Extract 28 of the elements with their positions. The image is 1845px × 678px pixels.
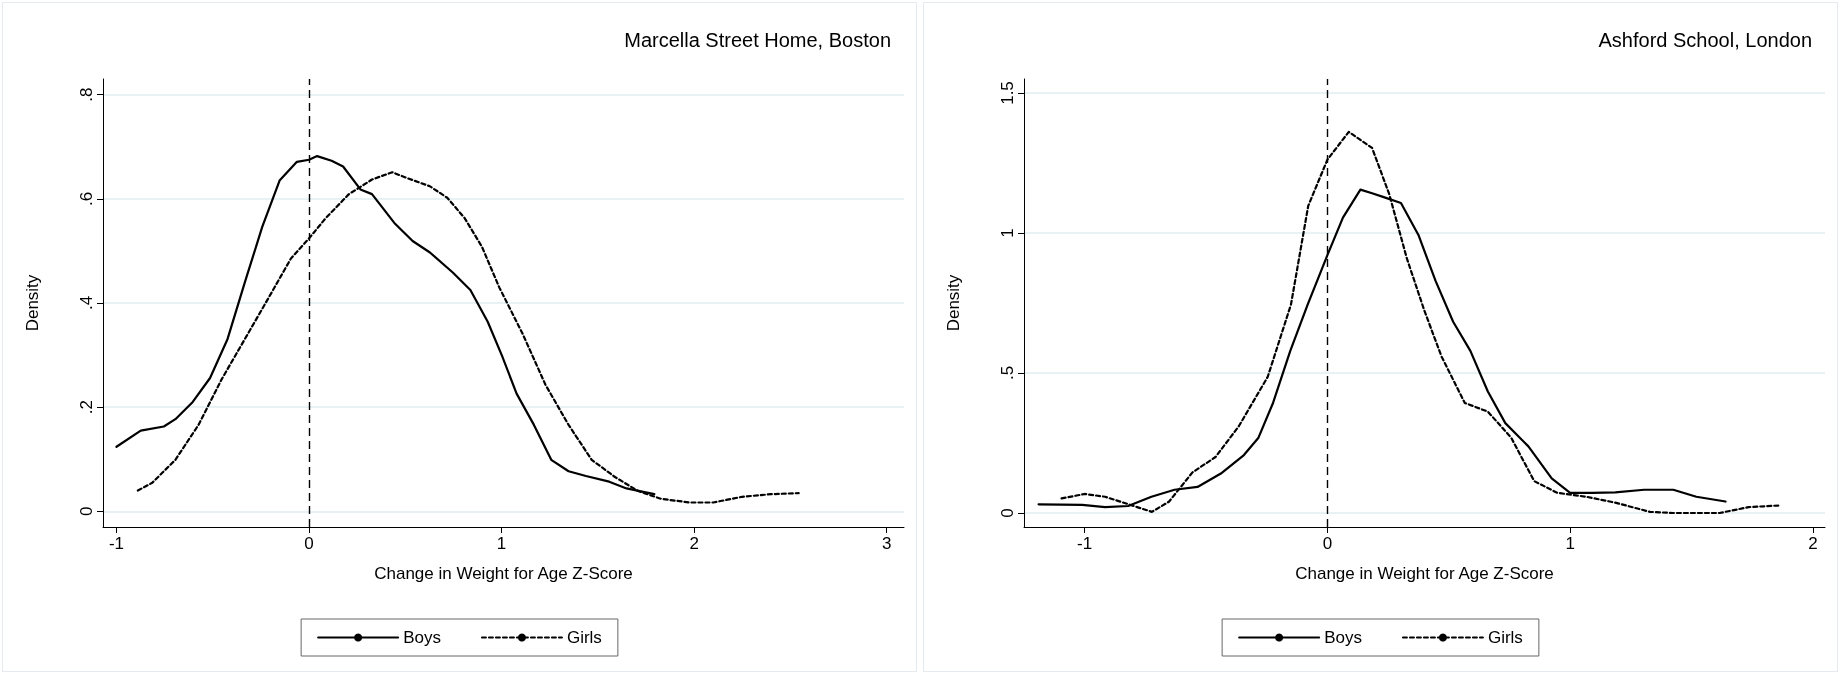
x-tick-label: 3 xyxy=(881,534,892,553)
x-tick-label: 1 xyxy=(496,534,507,553)
legend-label: Boys xyxy=(403,628,441,647)
x-tick-label: -1 xyxy=(1077,534,1093,553)
x-tick-label: -1 xyxy=(108,534,125,553)
legend-label: Girls xyxy=(1487,628,1523,647)
y-tick-label: .5 xyxy=(998,365,1017,381)
x-axis-title: Change in Weight for Age Z-Score xyxy=(374,564,633,583)
x-tick-label: 1 xyxy=(1565,534,1575,553)
y-axis-title: Density xyxy=(944,274,963,332)
chart-title: Marcella Street Home, Boston xyxy=(624,29,891,51)
x-axis-title: Change in Weight for Age Z-Score xyxy=(1295,564,1554,583)
x-tick-label: 0 xyxy=(304,534,314,553)
y-tick-label: .2 xyxy=(77,400,96,415)
y-tick-label: .4 xyxy=(77,295,96,311)
legend-label: Girls xyxy=(566,628,602,647)
y-tick-label: 0 xyxy=(998,508,1017,518)
y-tick-label: 0 xyxy=(77,506,96,517)
x-tick-label: 2 xyxy=(1808,534,1818,553)
legend-label: Boys xyxy=(1324,628,1362,647)
y-axis-title: Density xyxy=(23,274,42,332)
y-tick-label: .8 xyxy=(77,87,96,102)
x-tick-label: 2 xyxy=(689,534,699,553)
x-tick-label: 0 xyxy=(1322,534,1333,553)
y-tick-label: 1 xyxy=(998,228,1017,238)
chart-title: Ashford School, London xyxy=(1598,29,1813,51)
y-tick-label: .6 xyxy=(77,191,96,206)
y-tick-label: 1.5 xyxy=(998,81,1017,105)
